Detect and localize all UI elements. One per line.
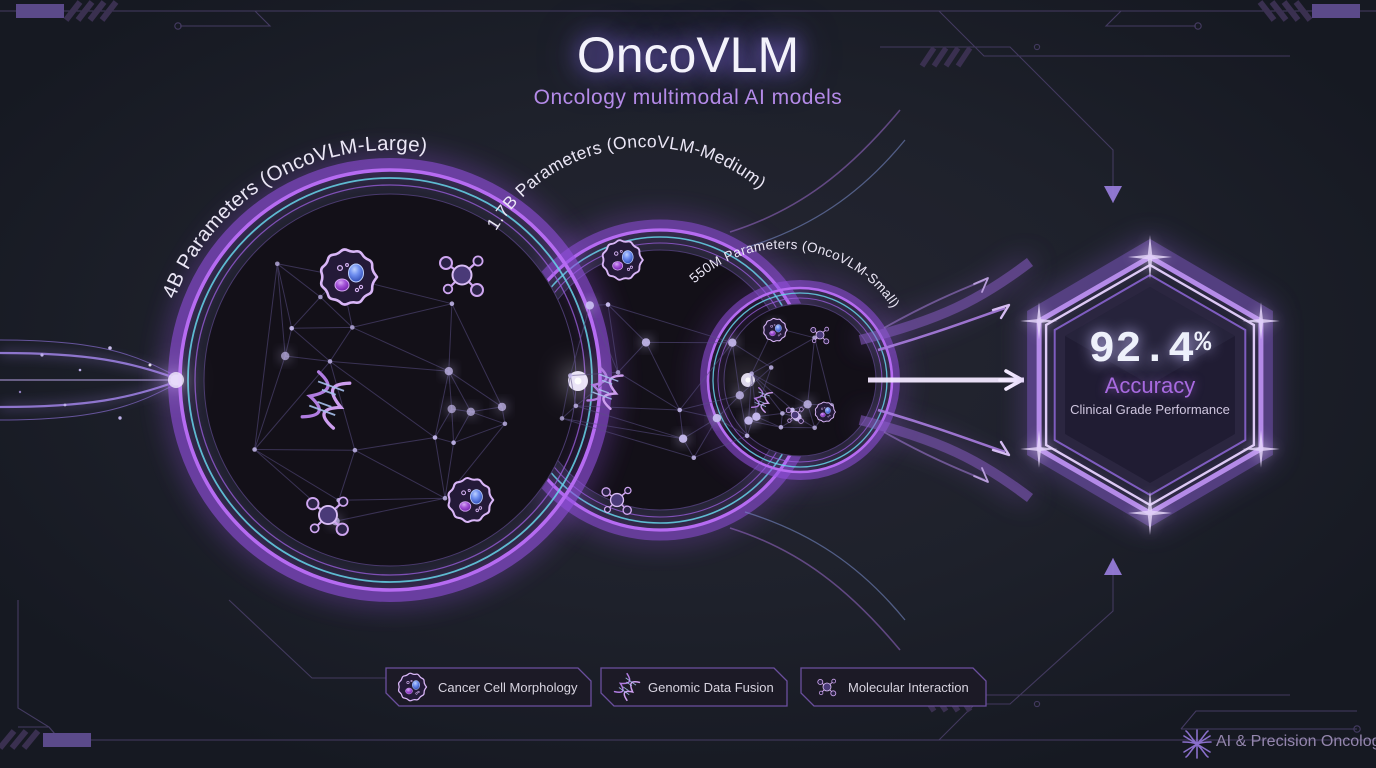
svg-text:Molecular Interaction: Molecular Interaction [848,680,969,695]
svg-text:Cancer Cell Morphology: Cancer Cell Morphology [438,680,578,695]
svg-text:Genomic Data Fusion: Genomic Data Fusion [648,680,774,695]
